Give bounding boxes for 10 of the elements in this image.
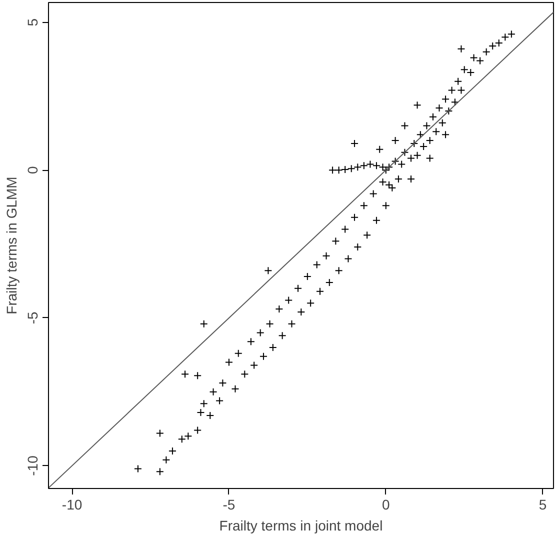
x-tick-label: -5 [222, 496, 236, 512]
y-tick-label: 5 [24, 18, 40, 26]
y-axis-title: Frailty terms in GLMM [4, 176, 20, 314]
y-tick-label: -10 [24, 455, 40, 476]
x-tick-label: -10 [62, 496, 82, 512]
x-tick-label: 5 [538, 496, 547, 512]
x-tick-label: 0 [382, 496, 390, 512]
y-tick-label: -5 [24, 311, 40, 324]
x-axis-title: Frailty terms in joint model [219, 518, 383, 534]
y-tick-label: 0 [24, 166, 40, 174]
